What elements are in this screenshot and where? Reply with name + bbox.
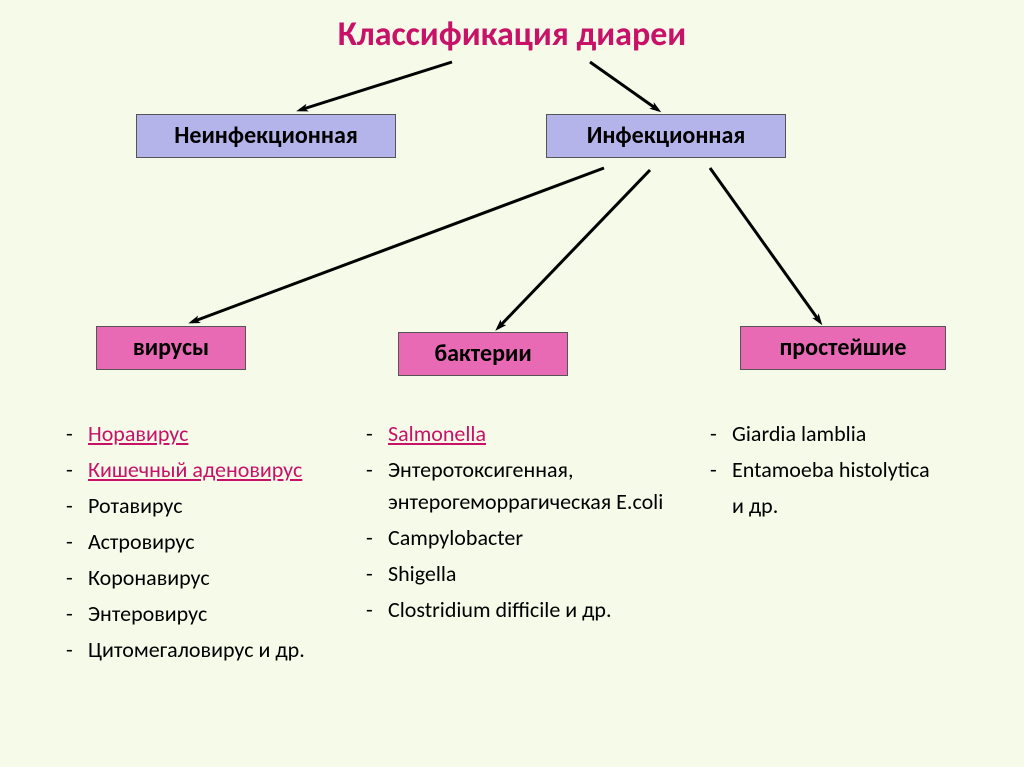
diagram-title: Классификация диареи: [262, 14, 762, 55]
list-item: Campylobacter: [366, 522, 686, 554]
box-noninfectious: Неинфекционная: [136, 114, 396, 158]
list-item: Giardia lamblia: [710, 418, 990, 450]
list-item: Энтеротоксигенная, энтерогеморрагическая…: [366, 454, 686, 518]
list-item: Clostridium difficile и др.: [366, 594, 686, 626]
list-item: Норавирус: [66, 418, 326, 450]
list-bacteria: Salmonella Энтеротоксигенная, энтерогемор…: [366, 418, 686, 630]
list-protozoa: Giardia lamblia Entamoeba histolytica и др…: [710, 418, 990, 526]
list-item: Shigella: [366, 558, 686, 590]
box-viruses: вирусы: [96, 326, 246, 370]
list-item: Кишечный аденовирус: [66, 454, 326, 486]
box-protozoa: простейшие: [740, 326, 946, 370]
list-item: Энтеровирус: [66, 598, 326, 630]
box-bacteria: бактерии: [398, 332, 568, 376]
list-item: Salmonella: [366, 418, 686, 450]
list-item: Коронавирус: [66, 562, 326, 594]
box-infectious: Инфекционная: [546, 114, 786, 158]
list-item: и др.: [710, 490, 990, 522]
list-item: Астровирус: [66, 526, 326, 558]
list-item: Цитомегаловирус и др.: [66, 634, 326, 666]
list-item: Ротавирус: [66, 490, 326, 522]
list-viruses: Норавирус Кишечный аденовирус Ротавирус Аст…: [66, 418, 326, 670]
diagram-canvas: Классификация диареи Неинфекционная Инфе…: [0, 0, 1024, 767]
list-item: Entamoeba histolytica: [710, 454, 990, 486]
